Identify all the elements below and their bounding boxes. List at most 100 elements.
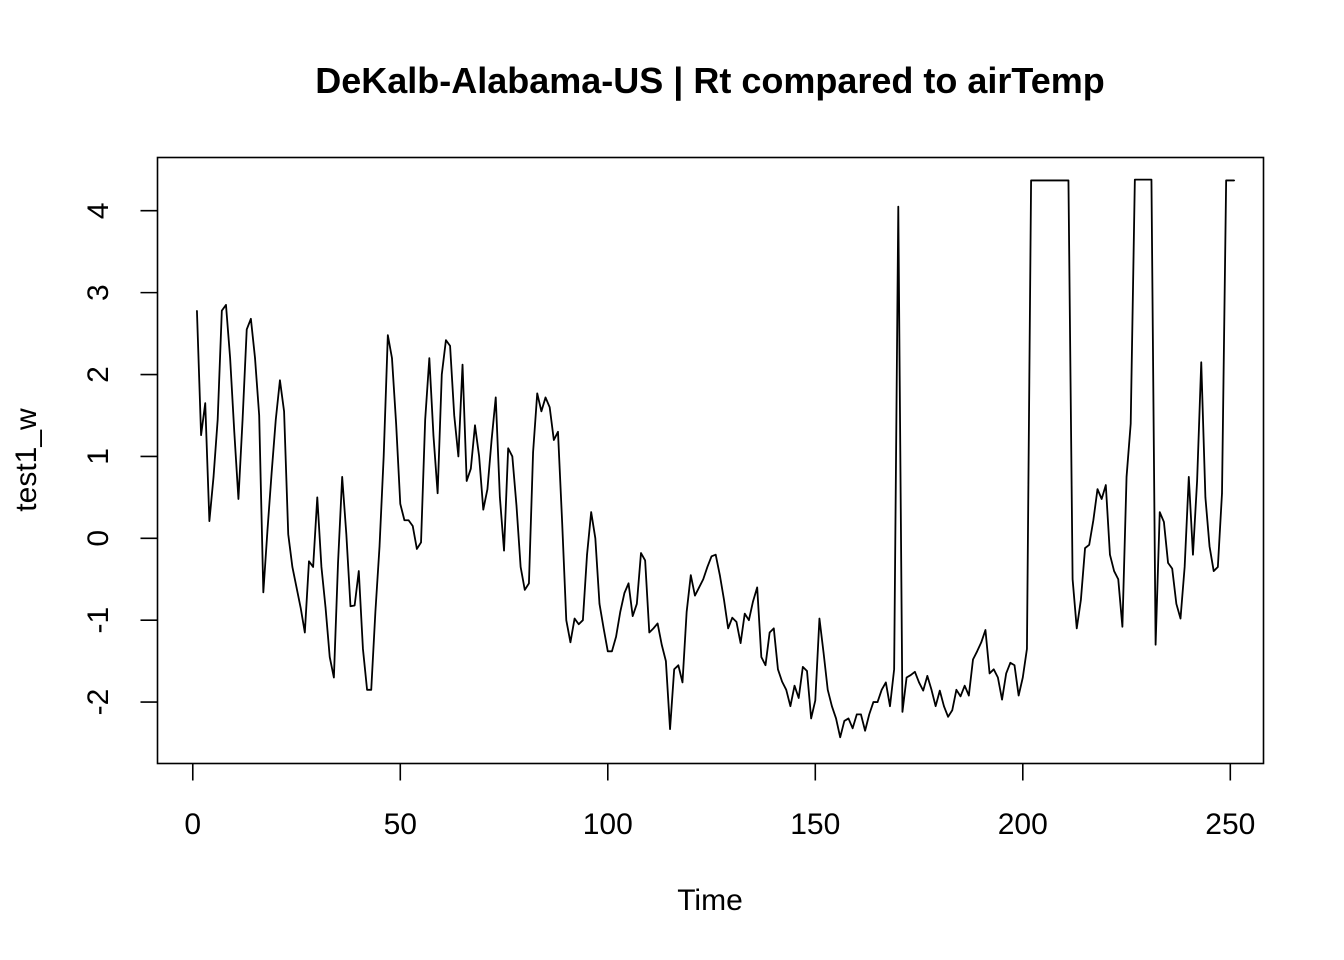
y-tick-label: 3 xyxy=(82,284,115,301)
data-point xyxy=(1188,476,1190,478)
x-tick-label: 100 xyxy=(583,808,633,841)
data-point xyxy=(1221,492,1223,494)
data-point xyxy=(710,555,713,557)
data-point xyxy=(1217,566,1219,568)
data-point xyxy=(1080,599,1082,601)
data-point xyxy=(914,671,916,673)
data-point xyxy=(926,675,928,677)
x-axis-label: Time xyxy=(677,884,743,917)
data-point xyxy=(1175,603,1177,605)
data-point xyxy=(540,410,542,412)
data-point xyxy=(1213,570,1215,572)
data-point xyxy=(499,496,501,498)
data-point xyxy=(1084,547,1086,549)
data-point xyxy=(341,476,343,478)
y-tick-label: 4 xyxy=(82,202,115,219)
data-point xyxy=(773,627,775,629)
data-point xyxy=(573,617,576,620)
data-point xyxy=(1072,578,1074,580)
data-point xyxy=(644,559,646,562)
data-point xyxy=(258,414,260,417)
data-point xyxy=(1192,554,1194,556)
data-point xyxy=(291,566,293,568)
data-point xyxy=(905,676,908,679)
data-point xyxy=(515,504,518,507)
data-point xyxy=(1101,498,1103,500)
data-point xyxy=(939,690,941,692)
data-point xyxy=(652,627,655,629)
data-point xyxy=(503,549,505,552)
data-point xyxy=(897,206,899,208)
data-point xyxy=(453,414,455,417)
data-point xyxy=(918,681,920,684)
data-point xyxy=(544,396,547,399)
data-point xyxy=(300,607,302,609)
data-point xyxy=(793,685,796,687)
data-point xyxy=(1042,179,1045,182)
data-point xyxy=(416,548,418,550)
x-tick-label: 50 xyxy=(384,808,417,841)
data-point xyxy=(781,681,783,683)
data-point xyxy=(756,586,758,589)
data-point xyxy=(387,334,389,336)
data-point xyxy=(262,591,264,593)
data-point xyxy=(868,713,870,715)
data-point xyxy=(229,357,231,359)
data-point xyxy=(910,674,912,676)
data-point xyxy=(279,379,281,381)
data-point xyxy=(947,716,949,718)
data-point xyxy=(217,418,219,421)
data-point xyxy=(490,439,493,441)
data-point xyxy=(1092,519,1094,521)
data-point xyxy=(922,690,924,692)
data-point xyxy=(856,713,858,715)
data-point xyxy=(698,586,700,589)
data-point xyxy=(241,418,244,421)
data-point xyxy=(798,697,800,699)
data-point xyxy=(449,345,451,347)
data-point xyxy=(901,711,904,713)
data-point xyxy=(677,664,679,666)
x-tick-label: 250 xyxy=(1205,808,1255,841)
data-point xyxy=(204,402,206,404)
data-point xyxy=(864,730,866,732)
plot-frame xyxy=(156,156,1265,765)
data-point xyxy=(557,431,559,433)
data-point xyxy=(619,611,621,613)
data-point xyxy=(976,650,978,652)
data-point xyxy=(1121,626,1123,628)
data-point xyxy=(304,631,306,634)
data-point xyxy=(744,613,746,615)
data-point xyxy=(752,600,754,602)
x-axis: 0 50 100 150 200 250 xyxy=(184,763,1255,841)
data-point xyxy=(432,435,435,437)
data-point xyxy=(988,672,991,675)
data-point xyxy=(424,418,426,421)
data-point xyxy=(586,554,588,556)
data-point xyxy=(889,705,891,707)
data-point xyxy=(984,629,987,631)
data-point xyxy=(656,622,659,625)
data-point xyxy=(893,668,895,670)
data-point xyxy=(1163,521,1165,523)
data-point xyxy=(266,529,269,531)
data-point xyxy=(835,717,837,720)
data-point xyxy=(640,552,642,554)
data-point xyxy=(1142,179,1144,181)
data-point xyxy=(1088,544,1090,546)
data-point xyxy=(839,736,841,738)
data-point xyxy=(785,689,787,691)
data-point xyxy=(528,582,530,584)
data-point xyxy=(615,635,617,638)
data-point xyxy=(520,566,522,568)
data-point xyxy=(993,668,995,670)
data-point xyxy=(212,476,215,478)
data-point xyxy=(337,562,339,564)
data-point xyxy=(964,685,966,687)
data-point xyxy=(1179,617,1182,620)
data-point xyxy=(470,468,472,470)
x-tick-label: 200 xyxy=(998,808,1048,841)
data-point xyxy=(320,566,323,568)
data-point xyxy=(872,701,874,703)
data-point xyxy=(769,631,771,634)
